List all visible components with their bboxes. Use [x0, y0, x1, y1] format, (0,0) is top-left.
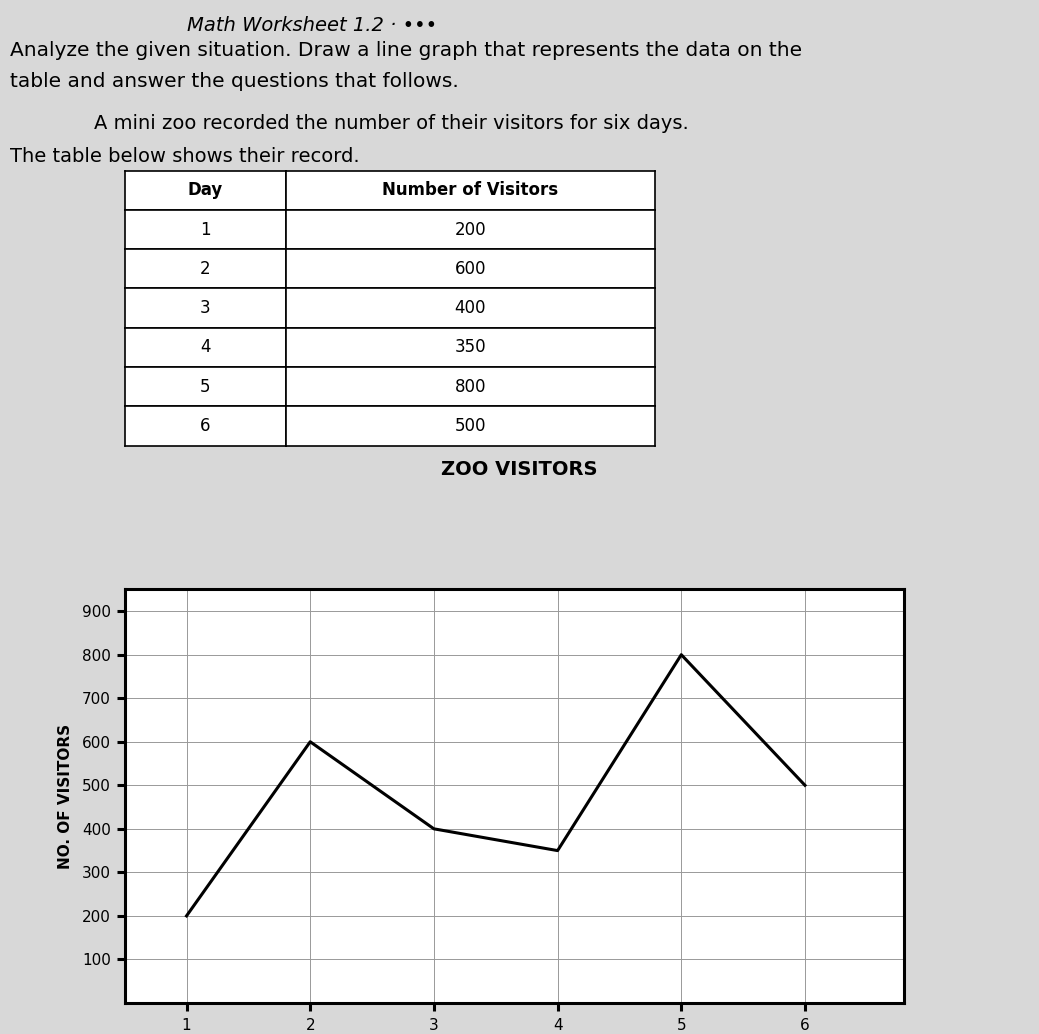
Text: 5: 5: [199, 377, 211, 396]
Text: 500: 500: [454, 417, 486, 435]
Text: Analyze the given situation. Draw a line graph that represents the data on the: Analyze the given situation. Draw a line…: [10, 41, 802, 60]
Text: ZOO VISITORS: ZOO VISITORS: [442, 460, 597, 479]
Text: table and answer the questions that follows.: table and answer the questions that foll…: [10, 72, 459, 91]
Text: 1: 1: [199, 220, 211, 239]
Text: Number of Visitors: Number of Visitors: [382, 181, 558, 200]
Text: Math Worksheet 1.2 · •••: Math Worksheet 1.2 · •••: [187, 16, 437, 34]
Text: 3: 3: [199, 299, 211, 317]
Text: 350: 350: [454, 338, 486, 357]
Text: 200: 200: [454, 220, 486, 239]
Text: 2: 2: [199, 260, 211, 278]
Text: The table below shows their record.: The table below shows their record.: [10, 147, 361, 165]
Text: A mini zoo recorded the number of their visitors for six days.: A mini zoo recorded the number of their …: [94, 114, 688, 132]
Y-axis label: NO. OF VISITORS: NO. OF VISITORS: [58, 724, 74, 869]
Text: 800: 800: [454, 377, 486, 396]
Text: 400: 400: [454, 299, 486, 317]
Text: 600: 600: [454, 260, 486, 278]
Text: 4: 4: [199, 338, 211, 357]
Text: Day: Day: [188, 181, 222, 200]
Text: 6: 6: [199, 417, 211, 435]
